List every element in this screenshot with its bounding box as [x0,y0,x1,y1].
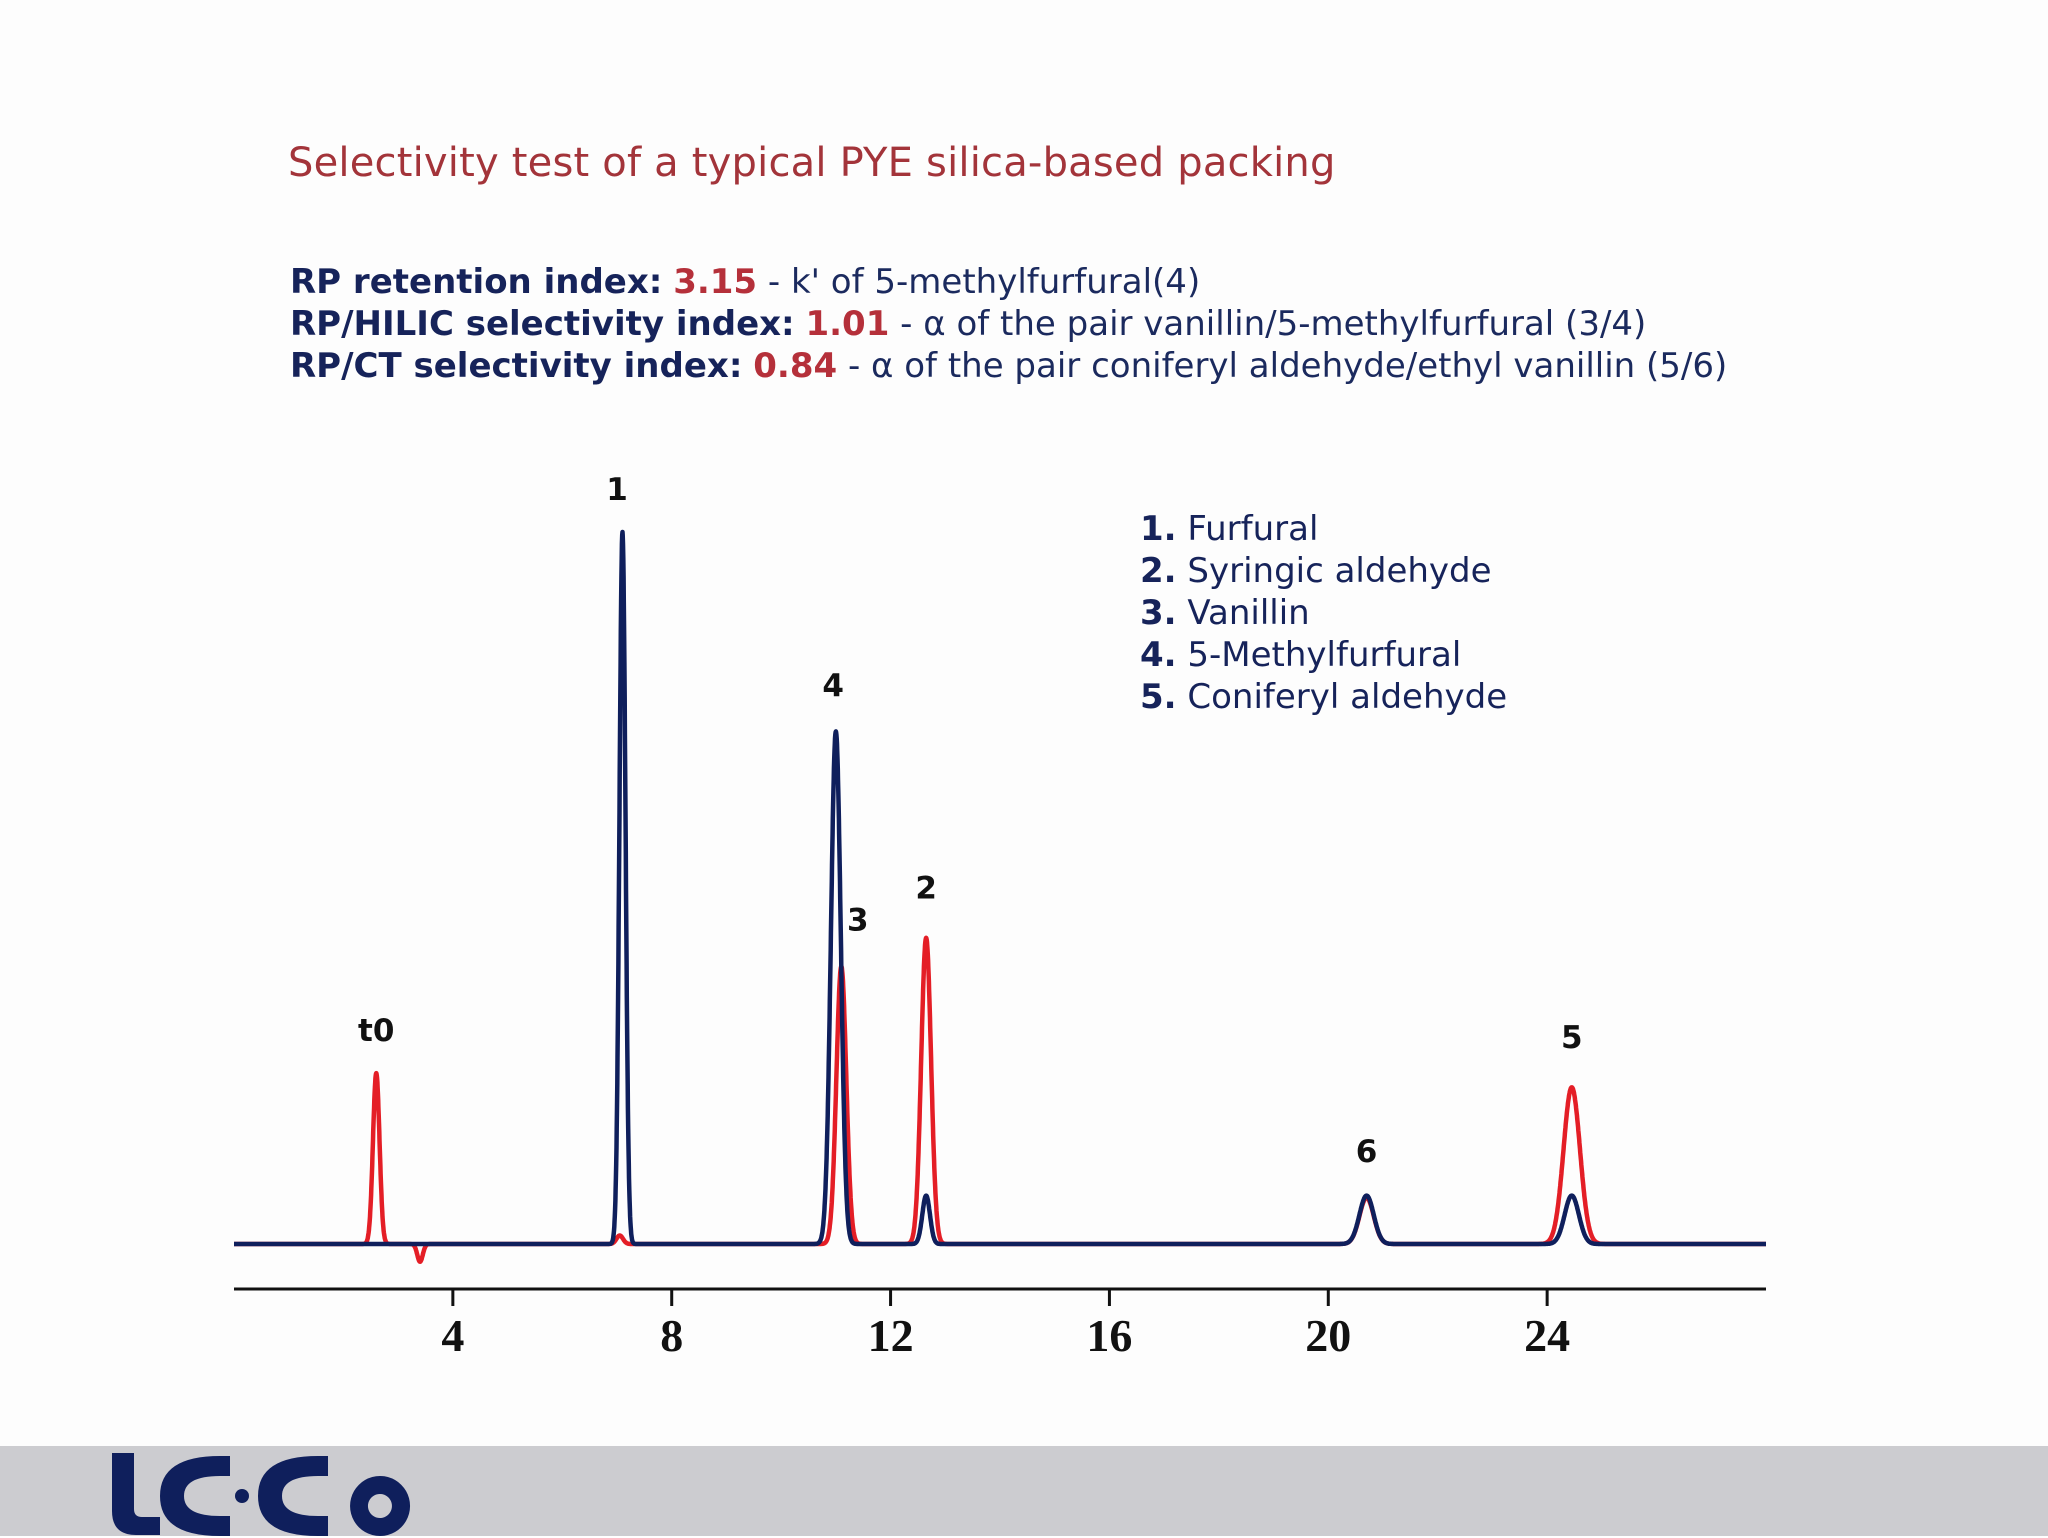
legend-compound-name: Syringic aldehyde [1177,551,1492,591]
peak-label: 6 [1356,1134,1378,1170]
x-tick-label: 24 [1524,1310,1570,1361]
index-description: - α of the pair coniferyl aldehyde/ethyl… [837,346,1728,386]
peak-label: t0 [358,1013,394,1049]
legend-compound-name: Vanillin [1177,593,1310,633]
rp-hilic-selectivity-index: RP/HILIC selectivity index: 1.01 - α of … [290,304,1646,344]
rp-retention-index: RP retention index: 3.15 - k' of 5-methy… [290,262,1200,302]
rp-ct-selectivity-index: RP/CT selectivity index: 0.84 - α of the… [290,346,1727,386]
peak-label: 2 [915,871,937,907]
footer-bar [0,1446,2048,1536]
legend-entry: 2. Syringic aldehyde [1140,551,1492,591]
series-line-red [232,935,1768,1265]
index-value: 3.15 [673,262,758,302]
legend-entry: 4. 5-Methylfurfural [1140,635,1461,675]
legend-number: 2. [1140,551,1177,591]
x-axis-ticks: 4 8 12 16 20 24 [441,1289,1570,1361]
x-tick-label: 4 [441,1310,464,1361]
x-tick-label: 8 [660,1310,683,1361]
x-tick-label: 20 [1305,1310,1351,1361]
legend-entry: 3. Vanillin [1140,593,1310,633]
legend-number: 1. [1140,509,1177,549]
index-description: - k' of 5-methylfurfural(4) [757,262,1201,302]
peak-labels: t0 1 4 3 2 6 5 [358,472,1582,1170]
index-label: RP retention index: [290,262,663,302]
x-tick-label: 12 [868,1310,914,1361]
lcco-logo [112,1453,411,1536]
peak-label: 3 [847,903,869,939]
legend-number: 4. [1140,635,1177,675]
index-label: RP/HILIC selectivity index: [290,304,795,344]
legend-number: 3. [1140,593,1177,633]
peak-label: 4 [822,668,844,704]
peak-label: 5 [1561,1020,1583,1056]
index-value: 0.84 [753,346,838,386]
index-description: - α of the pair vanillin/5-methylfurfura… [889,304,1647,344]
series-line-blue [232,529,1768,1247]
legend-entry: 5. Coniferyl aldehyde [1140,677,1507,717]
legend-entry: 1. Furfural [1140,509,1318,549]
legend-compound-name: Coniferyl aldehyde [1177,677,1508,717]
page-title: Selectivity test of a typical PYE silica… [288,140,1336,186]
peak-label: 1 [606,472,628,508]
index-value: 1.01 [805,304,890,344]
x-tick-label: 16 [1086,1310,1132,1361]
chromatogram-traces [232,529,1768,1265]
index-label: RP/CT selectivity index: [290,346,743,386]
legend-compound-name: 5-Methylfurfural [1177,635,1462,675]
legend-number: 5. [1140,677,1177,717]
legend-compound-name: Furfural [1177,509,1319,549]
